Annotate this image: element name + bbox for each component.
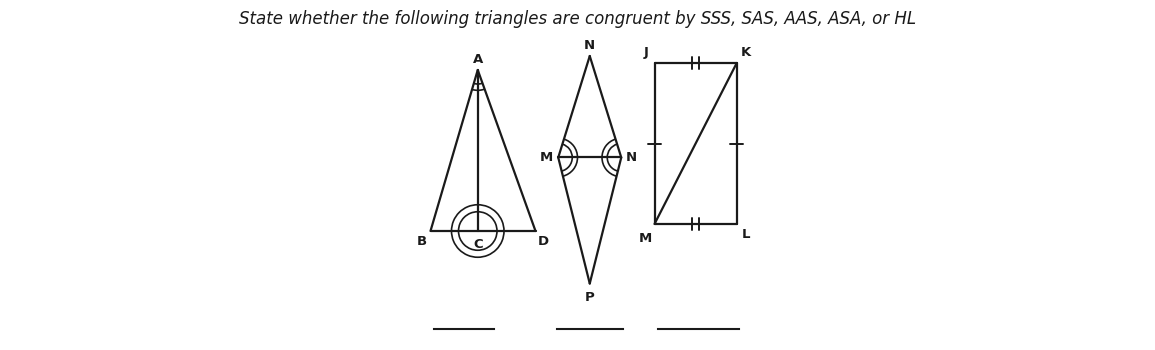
Text: L: L: [742, 228, 750, 241]
Text: M: M: [639, 231, 653, 245]
Text: A: A: [472, 53, 483, 66]
Text: K: K: [740, 46, 751, 59]
Text: C: C: [472, 238, 483, 252]
Text: M: M: [539, 151, 552, 164]
Text: D: D: [537, 235, 549, 248]
Text: State whether the following triangles are congruent by SSS, SAS, AAS, ASA, or HL: State whether the following triangles ar…: [239, 10, 916, 28]
Text: N: N: [626, 151, 638, 164]
Text: P: P: [584, 291, 595, 304]
Text: J: J: [643, 46, 648, 59]
Text: B: B: [417, 235, 427, 248]
Text: N: N: [584, 39, 595, 52]
